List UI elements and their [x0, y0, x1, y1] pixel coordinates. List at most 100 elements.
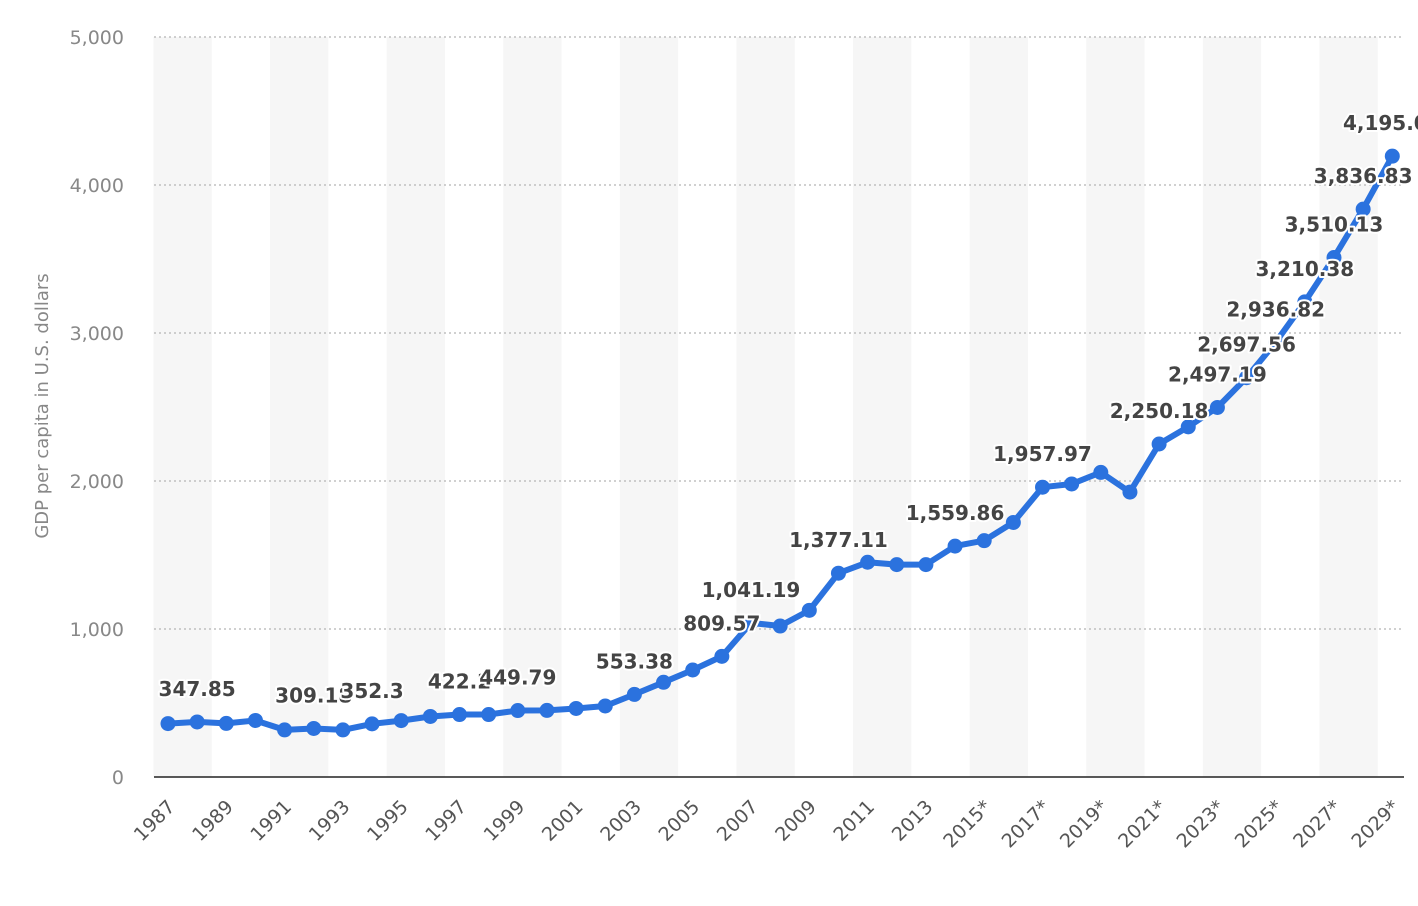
data-point[interactable] [1239, 370, 1255, 386]
data-point[interactable] [889, 557, 905, 573]
data-point[interactable] [364, 716, 380, 732]
alternating-bands [153, 37, 1378, 777]
y-tick-label: 1,000 [70, 619, 124, 641]
background-band [386, 37, 445, 777]
data-label: 449.79 [479, 666, 556, 690]
data-point[interactable] [860, 554, 876, 570]
x-tick-label: 1995 [363, 796, 413, 846]
x-tick-label: 1991 [246, 796, 296, 846]
data-point[interactable] [1180, 419, 1196, 435]
data-point[interactable] [218, 715, 234, 731]
data-point[interactable] [1035, 479, 1050, 495]
data-point[interactable] [1122, 484, 1138, 500]
x-tick-label: 2023* [1172, 796, 1228, 852]
data-label: 2,250.18 [1110, 399, 1209, 423]
background-band [1086, 37, 1145, 777]
data-label: 1,559.86 [906, 501, 1005, 525]
data-label: 4,195.09 [1343, 111, 1418, 135]
data-label: 3,836.83 [1314, 164, 1413, 188]
data-point[interactable] [830, 565, 846, 581]
background-band [619, 37, 679, 777]
data-label: 309.18 [275, 683, 352, 707]
data-point[interactable] [918, 557, 934, 573]
data-point[interactable] [277, 722, 293, 738]
background-band [503, 37, 562, 777]
x-tick-label: 2029* [1347, 796, 1403, 852]
y-axis-label: GDP per capita in U.S. dollars [32, 273, 53, 538]
background-band [853, 37, 912, 777]
y-axis-ticks: 0 1,000 2,000 3,000 4,000 5,000 [70, 27, 124, 789]
data-label: 3,210.38 [1255, 257, 1354, 281]
x-tick-label: 2003 [596, 796, 646, 846]
data-point[interactable] [1268, 334, 1284, 350]
y-tick-label: 3,000 [70, 323, 124, 345]
data-label: 809.57 [683, 611, 760, 635]
data-point[interactable] [1005, 514, 1021, 530]
x-tick-label: 2027* [1289, 796, 1345, 852]
data-point[interactable] [656, 674, 672, 690]
data-point[interactable] [801, 602, 817, 618]
x-tick-label: 2013 [888, 796, 938, 846]
data-point[interactable] [1326, 250, 1342, 266]
data-points [160, 148, 1400, 738]
background-band [969, 37, 1028, 777]
data-label: 1,041.19 [702, 578, 801, 602]
data-label: 2,497.19 [1168, 362, 1267, 386]
data-point[interactable] [1297, 294, 1313, 310]
x-tick-label: 2017* [998, 796, 1054, 852]
x-tick-label: 2025* [1231, 796, 1287, 852]
x-tick-label: 1997 [421, 796, 471, 846]
data-label: 347.85 [159, 677, 236, 701]
data-label: 3,510.13 [1285, 213, 1384, 237]
x-tick-label: 1999 [480, 796, 530, 846]
data-label: 2,936.82 [1226, 297, 1325, 321]
data-point[interactable] [452, 707, 467, 723]
data-point[interactable] [306, 720, 322, 736]
background-band [736, 37, 795, 777]
data-point[interactable] [714, 648, 730, 664]
x-tick-label: 1993 [305, 796, 355, 846]
data-point[interactable] [1151, 436, 1167, 452]
y-tick-label: 2,000 [70, 471, 124, 493]
x-tick-label: 2007 [713, 796, 763, 846]
data-point[interactable] [247, 712, 263, 728]
data-point[interactable] [947, 538, 963, 554]
x-tick-label: 2015* [939, 796, 995, 852]
y-tick-label: 5,000 [70, 27, 124, 49]
data-point[interactable] [626, 686, 642, 702]
x-tick-label: 2005 [654, 796, 704, 846]
data-point[interactable] [539, 702, 555, 718]
data-label: 1,957.97 [993, 442, 1092, 466]
background-band [270, 37, 329, 777]
data-point[interactable] [1064, 476, 1080, 492]
x-tick-label: 2021* [1114, 796, 1170, 852]
data-point[interactable] [1093, 464, 1109, 480]
data-point[interactable] [1384, 148, 1400, 164]
data-point[interactable] [976, 533, 992, 549]
data-label: 1,377.11 [789, 528, 888, 552]
data-point[interactable] [743, 615, 759, 631]
data-point[interactable] [510, 703, 526, 719]
y-tick-label: 4,000 [70, 175, 124, 197]
data-point[interactable] [481, 707, 497, 723]
data-point[interactable] [393, 713, 409, 729]
data-point[interactable] [422, 708, 438, 724]
data-point[interactable] [597, 698, 613, 714]
data-point[interactable] [189, 714, 205, 730]
data-point[interactable] [335, 722, 351, 738]
data-label: 2,697.56 [1197, 333, 1296, 357]
data-label: 352.3 [340, 679, 403, 703]
data-point[interactable] [1355, 201, 1371, 217]
data-point[interactable] [160, 716, 176, 732]
data-point[interactable] [1209, 399, 1225, 415]
data-point[interactable] [772, 618, 788, 634]
data-point[interactable] [685, 662, 701, 678]
data-label: 422.2 [428, 670, 491, 694]
data-point[interactable] [568, 700, 584, 716]
x-tick-label: 1989 [188, 796, 238, 846]
x-tick-label: 2001 [538, 796, 588, 846]
x-axis-ticks: 1987 1989 1991 1993 1995 1997 1999 2001 2003 2005… [130, 796, 1404, 852]
